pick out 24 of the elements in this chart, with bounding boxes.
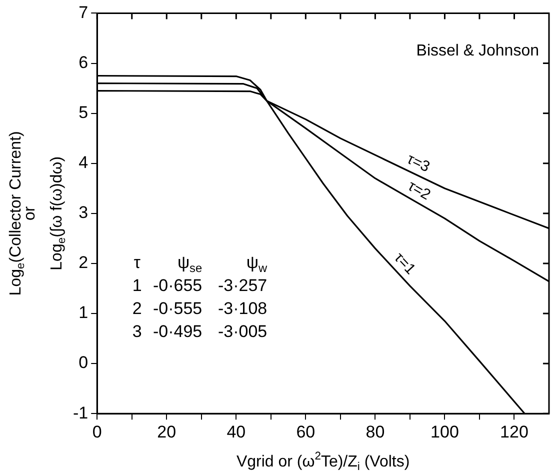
annotation: Bissel & Johnson — [416, 42, 539, 60]
x-tick-label: 120 — [500, 422, 528, 442]
x-tick-label: 20 — [157, 422, 176, 442]
text: Loge(Collector Current) or Loge(∫ω f(ω)dω) — [7, 131, 68, 296]
y-tick-label: 7 — [78, 2, 88, 22]
x-tick-label: 60 — [296, 422, 316, 442]
x-tick-label: 80 — [366, 422, 385, 442]
y-tick-label: 2 — [78, 253, 88, 272]
x-tick-label: 0 — [92, 422, 102, 442]
y-tick-label: -1 — [72, 403, 88, 422]
annotation: 2 -0·555 -3·108 — [132, 299, 268, 318]
text: τ=3 — [404, 150, 432, 176]
x-tick-label: 40 — [226, 422, 246, 442]
y-tick-label: 3 — [78, 203, 88, 222]
y-tick-label: 0 — [78, 353, 88, 372]
annotation: 1 -0·655 -3·257 — [132, 276, 268, 296]
text: τ=1 — [390, 249, 419, 278]
y-tick-label: 5 — [78, 102, 88, 122]
annotation: 3 -0·495 -3·005 — [132, 322, 268, 342]
x-tick-label: 100 — [430, 422, 459, 442]
y-tick-label: 1 — [78, 303, 88, 322]
text: τ=2 — [404, 177, 434, 204]
y-tick-label: 4 — [78, 153, 88, 172]
y-tick-label: 6 — [78, 52, 88, 72]
